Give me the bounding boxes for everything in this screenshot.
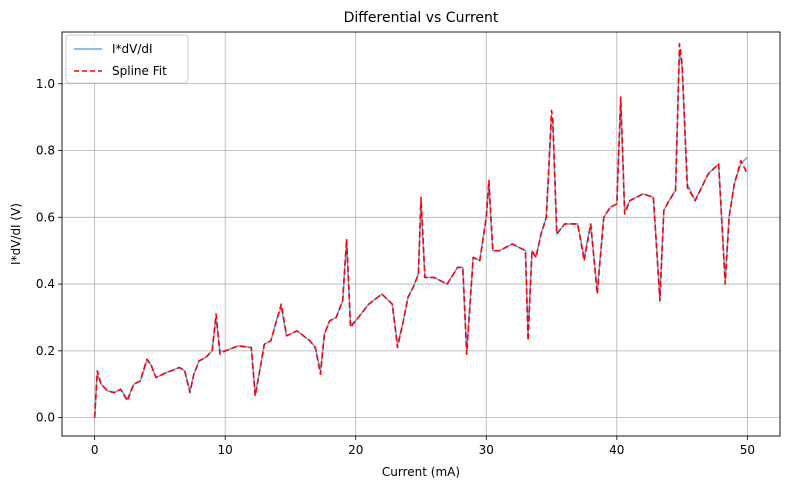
plot-background: [62, 32, 780, 436]
y-tick-label: 0.8: [36, 144, 55, 158]
x-tick-label: 40: [609, 443, 624, 457]
x-tick-label: 0: [91, 443, 99, 457]
x-tick-label: 10: [218, 443, 233, 457]
chart-title: Differential vs Current: [344, 10, 499, 26]
x-tick-label: 20: [348, 443, 363, 457]
grid: [62, 32, 780, 436]
series-lines: [93, 42, 749, 418]
legend-box: [65, 34, 189, 84]
ticks: 0 10 20 30 40 50 0.0 0.2 0.4 0.6 0.8 1.0: [36, 77, 755, 457]
y-tick-label: 0.2: [36, 344, 55, 358]
y-tick-label: 1.0: [36, 77, 55, 91]
x-tick-label: 50: [740, 443, 755, 457]
legend-label-series-2: Spline Fit: [112, 64, 167, 78]
legend-label-series-1: I*dV/dI: [112, 42, 153, 56]
series-line-2: [93, 42, 749, 418]
y-tick-label: 0.4: [36, 277, 55, 291]
plot-frame: [61, 31, 781, 437]
x-axis-label: Current (mA): [382, 465, 460, 479]
legend: I*dV/dI Spline Fit: [65, 34, 189, 84]
x-tick-label: 30: [479, 443, 494, 457]
y-tick-label: 0.0: [36, 411, 55, 425]
y-axis-label: I*dV/dI (V): [9, 203, 23, 265]
y-tick-label: 0.6: [36, 210, 55, 224]
